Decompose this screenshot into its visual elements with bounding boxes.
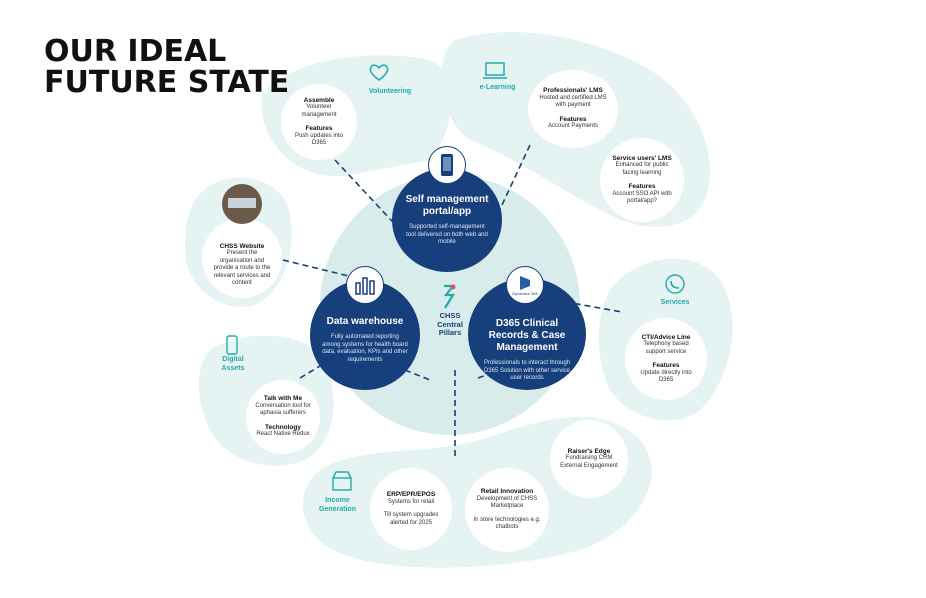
shop-icon: [332, 471, 352, 491]
page-title: OUR IDEAL FUTURE STATE: [44, 36, 289, 98]
satellite-desc: Telephony based support service: [643, 341, 689, 355]
satellite-desc: Present the organisation and provide a r…: [213, 250, 271, 286]
satellite-subdesc: Push updates into D365: [294, 132, 344, 147]
phone-icon: [428, 146, 466, 184]
satellite-desc: Enhanced for public facing learning: [615, 162, 669, 176]
dynamics-badge-text: Dynamics 365: [512, 290, 538, 296]
bar-chart-icon: [346, 266, 384, 304]
heart-hands-icon: [369, 64, 389, 81]
satellite-subdesc: In store technologies e.g. chatbots: [473, 516, 541, 531]
satellite-title: Retail Innovation: [480, 488, 534, 496]
satellite-desc: Conversation tool for aphasia sufferers: [255, 402, 311, 417]
satellite-title: Professionals' LMS: [543, 87, 603, 95]
connector-center-1: [404, 369, 431, 381]
pillar-self-management: Self management portal/app Supported sel…: [392, 168, 502, 272]
satellite-erp-epr-epos: ERP/EPR/EPOS Systems for retail Till sys…: [370, 468, 452, 550]
mobile-device-icon: [226, 335, 238, 355]
satellite-title: Service users' LMS: [612, 154, 672, 162]
dynamics-logo-icon: Dynamics 365: [506, 266, 544, 304]
satellite-lms-professionals: Professionals' LMS Hosted and certified …: [528, 70, 618, 148]
satellite-subdesc: Update directly into D365: [640, 369, 692, 384]
segment-label-services: Services: [660, 299, 690, 306]
satellite-sub: Technology: [265, 423, 301, 431]
laptop-icon: [483, 62, 507, 79]
pillar-heading: Data warehouse: [326, 316, 404, 327]
satellite-subdesc: Till system upgrades alerted for 2025: [383, 512, 439, 526]
satellite-chss-website: CHSS Website Present the organisation an…: [202, 218, 282, 298]
satellite-sub: Features: [628, 183, 656, 190]
satellite-title: CTI/Advice Line: [641, 333, 691, 341]
connector-digital: [299, 359, 331, 379]
satellite-subdesc: React Native Redux: [256, 431, 310, 438]
satellite-retail-innovation: Retail Innovation Development of CHSS Ma…: [465, 468, 549, 552]
pillar-data-warehouse: Data warehouse Fully automated reporting…: [310, 280, 420, 390]
satellite-desc: Volunteer management: [301, 104, 337, 118]
center-label: CHSS Central Pillars: [430, 311, 470, 338]
satellite-sub: Features: [652, 362, 680, 369]
satellite-title: Raiser's Edge: [567, 447, 611, 455]
website-photo: [222, 184, 262, 224]
satellite-subdesc: Account Payments: [547, 123, 599, 130]
satellite-title: Talk with Me: [263, 395, 303, 403]
satellite-assemble: Assemble Volunteer management Features P…: [281, 84, 357, 160]
title-line-2: FUTURE STATE: [44, 65, 290, 100]
segment-label-elearning: e-Learning: [479, 84, 516, 91]
connector-elearning: [494, 144, 531, 221]
chss-logo-icon: [443, 284, 456, 309]
satellite-title: CHSS Website: [219, 242, 265, 250]
segment-label-income: Income Generation: [319, 497, 356, 513]
satellite-sub: Features: [305, 125, 333, 132]
satellite-title: ERP/EPR/EPOS: [386, 491, 436, 498]
satellite-raisers-edge: Raiser's Edge Fundraising CRM External E…: [550, 420, 628, 498]
satellite-desc: Fundraising CRM External Engagement: [560, 455, 618, 469]
satellite-sub: Features: [559, 115, 587, 123]
center-label-line-3: Pillars: [438, 328, 462, 337]
satellite-title: Assemble: [303, 96, 335, 104]
pillar-heading: Self management portal/app: [405, 194, 489, 217]
phone-headset-icon: [665, 274, 685, 294]
segment-label-digital: Digital Assets: [221, 356, 245, 372]
pillar-heading: D365 Clinical Records & Case Management: [488, 318, 566, 353]
satellite-cti-advice-line: CTI/Advice Line Telephony based support …: [625, 318, 707, 400]
satellite-talk-with-me: Talk with Me Conversation tool for aphas…: [246, 380, 320, 454]
satellite-desc: Systems for retail: [387, 498, 435, 505]
satellite-desc: Development of CHSS Marketplace: [476, 495, 538, 510]
satellite-lms-service-users: Service users' LMS Enhanced for public f…: [600, 138, 684, 222]
satellite-subdesc: Account SSO API with portal/app?: [612, 190, 672, 205]
segment-label-volunteering: Volunteering: [368, 88, 412, 95]
center-label-line-2: Central: [437, 319, 463, 329]
title-line-1: OUR IDEAL: [44, 34, 227, 69]
satellite-desc: Hosted and certified LMS with payment: [539, 94, 607, 109]
pillar-text: Supported self-management tool delivered…: [406, 224, 488, 245]
pillar-text: Fully automated reporting among systems …: [322, 334, 408, 363]
center-label-line-1: CHSS: [439, 311, 461, 320]
pillar-text: Professionals to interact through D365 S…: [483, 360, 571, 381]
